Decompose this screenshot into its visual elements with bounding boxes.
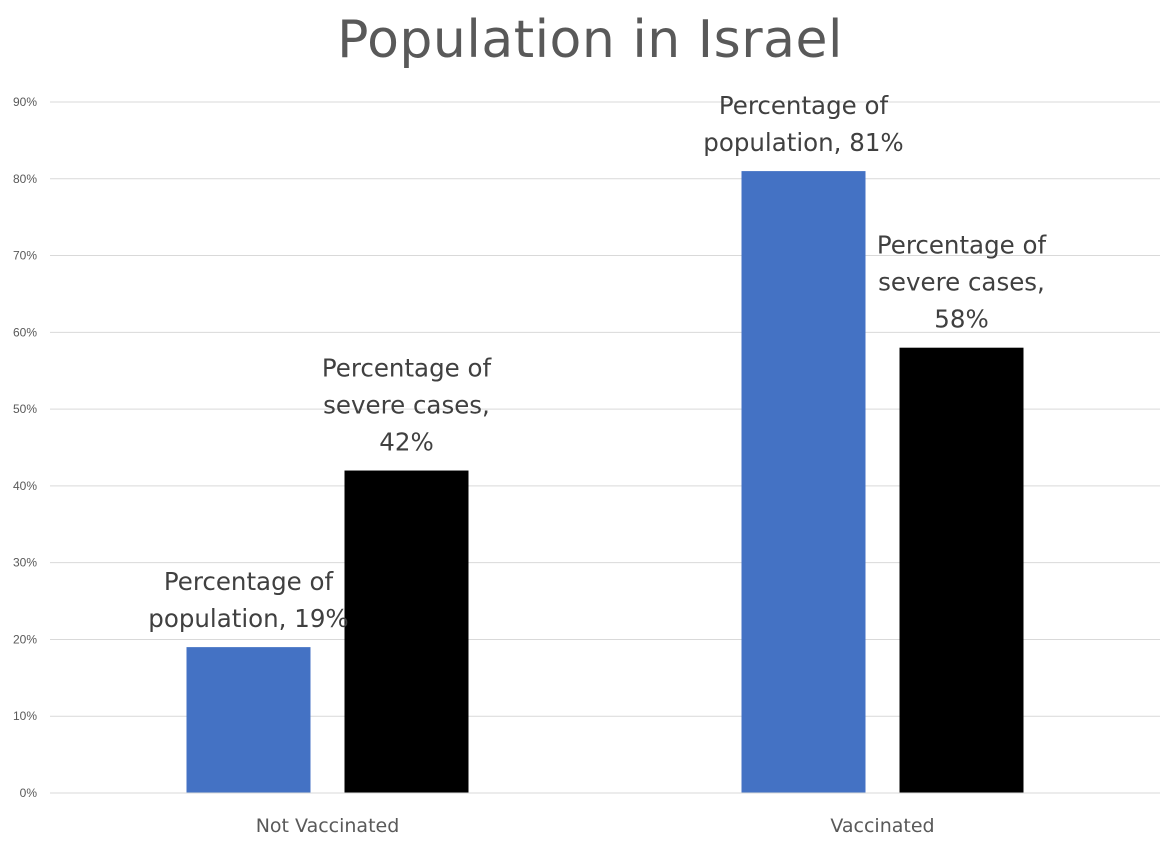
y-tick-label: 90% <box>13 95 37 109</box>
y-tick-label: 60% <box>13 325 37 339</box>
data-label: Percentage of severe cases, 58% <box>877 231 1048 334</box>
bar <box>344 470 469 793</box>
x-category-label: Not Vaccinated <box>256 815 400 837</box>
bar <box>899 347 1024 793</box>
bars <box>186 171 1024 794</box>
y-tick-label: 0% <box>20 786 38 800</box>
y-tick-label: 70% <box>13 249 37 263</box>
data-label: Percentage of population, 19% <box>148 567 348 633</box>
chart-title: Population in Israel <box>337 10 843 70</box>
y-tick-label: 10% <box>13 709 37 723</box>
y-tick-label: 30% <box>13 556 37 570</box>
y-tick-label: 80% <box>13 172 37 186</box>
data-labels: Percentage of population, 19% Percentage o… <box>148 91 1047 633</box>
y-tick-label: 40% <box>13 479 37 493</box>
axes: 0% 10% 20% 30% 40% 50% 60% 70% 80% 90% Not Vaccina… <box>13 95 1160 837</box>
data-label: Percentage of severe cases, 42% <box>322 354 493 457</box>
data-label: Percentage of population, 81% <box>703 91 903 157</box>
y-tick-label: 20% <box>13 632 37 646</box>
x-category-label: Vaccinated <box>830 815 934 837</box>
bar <box>741 171 866 794</box>
y-tick-label: 50% <box>13 402 37 416</box>
bar <box>186 647 311 793</box>
